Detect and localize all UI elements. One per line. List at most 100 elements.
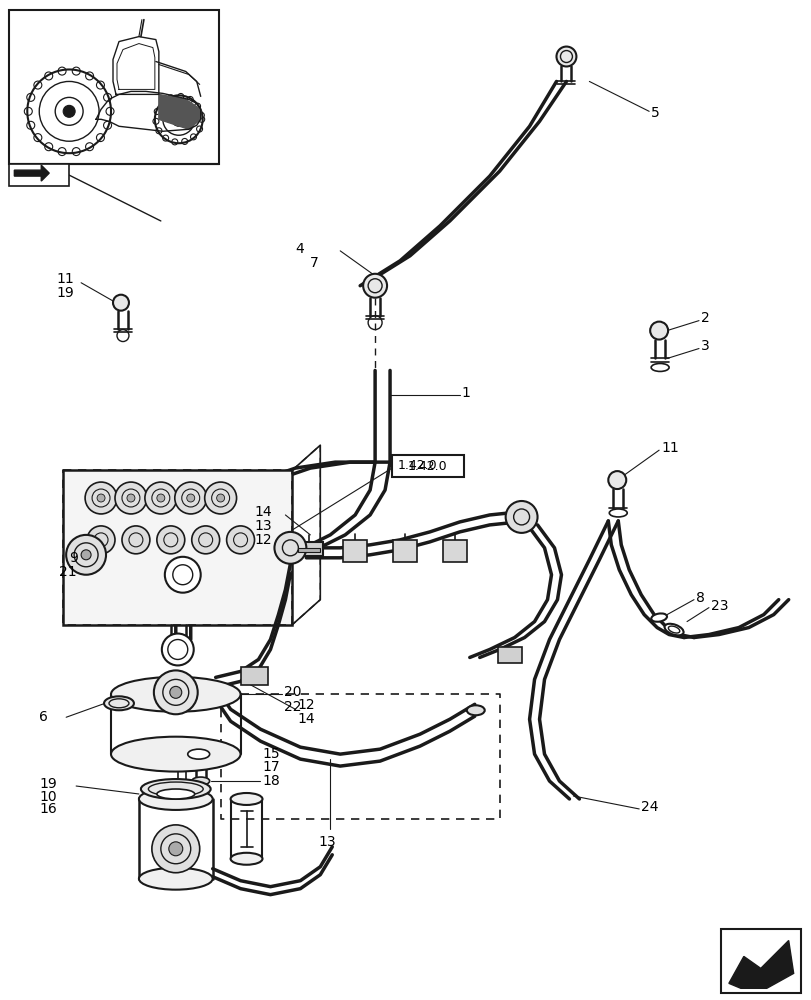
Circle shape: [182, 138, 187, 144]
Circle shape: [127, 494, 135, 502]
Circle shape: [172, 139, 178, 145]
Circle shape: [156, 128, 161, 134]
Text: 7: 7: [310, 256, 319, 270]
Text: 20: 20: [284, 685, 302, 699]
Text: 9: 9: [69, 551, 78, 565]
Circle shape: [144, 482, 177, 514]
Circle shape: [113, 295, 129, 311]
Bar: [298, 548, 320, 552]
Circle shape: [154, 108, 160, 114]
Circle shape: [556, 47, 576, 66]
Circle shape: [85, 482, 117, 514]
Bar: [10, 10, 218, 164]
Circle shape: [24, 107, 32, 115]
Ellipse shape: [141, 779, 210, 799]
Text: 1: 1: [461, 386, 470, 400]
Circle shape: [187, 494, 195, 502]
Text: 3: 3: [700, 339, 709, 353]
Text: 5: 5: [650, 106, 659, 120]
Ellipse shape: [608, 509, 626, 517]
Circle shape: [161, 634, 194, 665]
Circle shape: [165, 557, 200, 593]
Ellipse shape: [230, 793, 262, 805]
Text: 12: 12: [297, 698, 315, 712]
Text: 13: 13: [254, 519, 272, 533]
Circle shape: [97, 81, 105, 89]
Text: 13: 13: [318, 835, 336, 849]
Circle shape: [104, 121, 111, 129]
Circle shape: [198, 112, 204, 118]
Circle shape: [226, 526, 254, 554]
Bar: [63, 470, 292, 625]
Circle shape: [217, 494, 225, 502]
Ellipse shape: [230, 853, 262, 865]
Text: 16: 16: [39, 802, 57, 816]
Circle shape: [157, 494, 165, 502]
Text: 17: 17: [262, 760, 280, 774]
Bar: [392, 455, 463, 477]
Circle shape: [162, 135, 169, 141]
Circle shape: [204, 482, 236, 514]
Circle shape: [153, 670, 197, 714]
Circle shape: [505, 501, 537, 533]
Circle shape: [72, 148, 80, 156]
Polygon shape: [159, 94, 200, 129]
Bar: [240, 667, 268, 685]
Text: 11: 11: [660, 441, 678, 455]
Bar: [442, 540, 466, 562]
Text: 2: 2: [700, 311, 709, 325]
Circle shape: [650, 322, 667, 340]
Circle shape: [152, 118, 159, 124]
Ellipse shape: [187, 749, 209, 759]
Circle shape: [168, 95, 174, 101]
Circle shape: [87, 526, 115, 554]
Circle shape: [45, 143, 53, 151]
Polygon shape: [728, 940, 792, 988]
Circle shape: [157, 526, 185, 554]
Circle shape: [85, 72, 93, 80]
Circle shape: [34, 134, 42, 142]
Text: 19: 19: [39, 777, 57, 791]
Circle shape: [363, 274, 387, 298]
Ellipse shape: [157, 789, 195, 799]
Circle shape: [58, 148, 66, 156]
Circle shape: [115, 482, 147, 514]
Circle shape: [66, 535, 106, 575]
Text: 12: 12: [254, 533, 272, 547]
Circle shape: [81, 550, 91, 560]
Circle shape: [34, 81, 42, 89]
Circle shape: [187, 96, 193, 102]
Text: 8: 8: [695, 591, 704, 605]
Circle shape: [27, 93, 35, 101]
Circle shape: [104, 93, 111, 101]
Circle shape: [191, 134, 196, 140]
Circle shape: [97, 494, 105, 502]
Circle shape: [274, 532, 306, 564]
Circle shape: [97, 134, 105, 142]
Text: 10: 10: [39, 790, 57, 804]
Circle shape: [196, 126, 202, 132]
Bar: [343, 540, 367, 562]
Circle shape: [122, 526, 150, 554]
Circle shape: [63, 105, 75, 117]
Text: 14: 14: [254, 505, 272, 519]
Ellipse shape: [650, 363, 668, 371]
Text: 22: 22: [284, 700, 302, 714]
Text: 1.42.0: 1.42.0: [397, 459, 437, 472]
Text: 11: 11: [56, 272, 74, 286]
Text: 4: 4: [295, 242, 304, 256]
Ellipse shape: [139, 868, 212, 890]
Ellipse shape: [164, 639, 191, 650]
Bar: [393, 540, 417, 562]
Ellipse shape: [139, 788, 212, 810]
Text: 1.42.0: 1.42.0: [408, 460, 447, 473]
Text: 23: 23: [710, 599, 727, 613]
Circle shape: [178, 93, 183, 99]
Bar: [720, 929, 800, 993]
Circle shape: [169, 842, 182, 856]
Ellipse shape: [191, 777, 209, 785]
Circle shape: [45, 72, 53, 80]
Circle shape: [85, 143, 93, 151]
Text: 15: 15: [262, 747, 280, 761]
Circle shape: [195, 103, 200, 109]
